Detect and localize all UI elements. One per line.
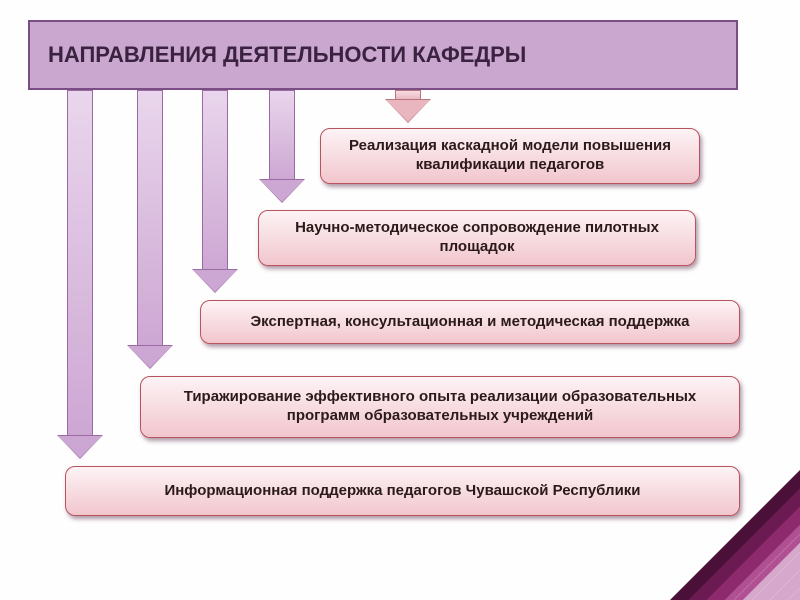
arrow-shaft xyxy=(269,90,295,180)
direction-box-label: Экспертная, консультационная и методичес… xyxy=(251,313,690,332)
arrow-head-icon xyxy=(260,180,304,202)
direction-box-label: Реализация каскадной модели повышения кв… xyxy=(333,137,687,175)
arrow-shaft xyxy=(67,90,93,436)
arrow-a1 xyxy=(386,90,430,122)
arrow-a2 xyxy=(260,90,304,202)
direction-box-label: Тиражирование эффективного опыта реализа… xyxy=(153,388,727,426)
direction-box-b1: Реализация каскадной модели повышения кв… xyxy=(320,128,700,184)
arrow-a5 xyxy=(58,90,102,458)
arrow-shaft xyxy=(137,90,163,346)
arrow-a3 xyxy=(193,90,237,292)
corner-decoration xyxy=(670,470,800,600)
arrow-head-icon xyxy=(386,100,430,122)
arrow-shaft xyxy=(202,90,228,270)
arrow-head-icon xyxy=(58,436,102,458)
slide-title-bar: НАПРАВЛЕНИЯ ДЕЯТЕЛЬНОСТИ КАФЕДРЫ xyxy=(28,20,738,90)
direction-box-b5: Информационная поддержка педагогов Чуваш… xyxy=(65,466,740,516)
arrow-head-icon xyxy=(193,270,237,292)
arrow-a4 xyxy=(128,90,172,368)
slide-title-text: НАПРАВЛЕНИЯ ДЕЯТЕЛЬНОСТИ КАФЕДРЫ xyxy=(48,42,526,68)
direction-box-label: Научно-методическое сопровождение пилотн… xyxy=(271,219,683,257)
direction-box-label: Информационная поддержка педагогов Чуваш… xyxy=(164,482,640,501)
direction-box-b4: Тиражирование эффективного опыта реализа… xyxy=(140,376,740,438)
direction-box-b3: Экспертная, консультационная и методичес… xyxy=(200,300,740,344)
direction-box-b2: Научно-методическое сопровождение пилотн… xyxy=(258,210,696,266)
arrow-head-icon xyxy=(128,346,172,368)
